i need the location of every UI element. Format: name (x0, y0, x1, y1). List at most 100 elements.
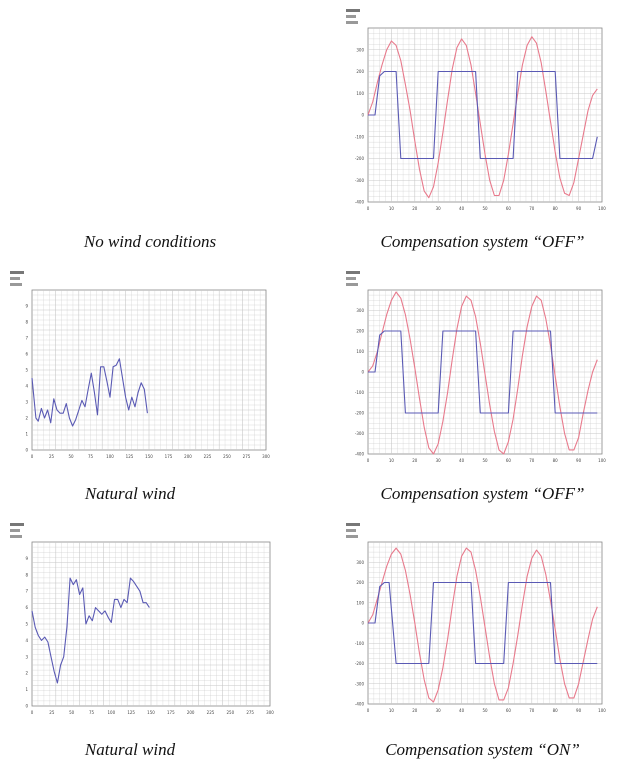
y-tick-label: 0 (25, 448, 28, 453)
x-tick-label: 200 (184, 454, 192, 459)
axis-header-mark (346, 535, 358, 538)
x-tick-label: 25 (49, 710, 55, 715)
x-tick-label: 75 (88, 454, 94, 459)
x-tick-label: 50 (69, 710, 75, 715)
x-tick-label: 20 (412, 458, 418, 463)
y-tick-label: -100 (355, 134, 365, 139)
caption-top-right: Compensation system “OFF” (380, 232, 585, 251)
x-tick-label: 50 (68, 454, 74, 459)
y-tick-label: 0 (361, 113, 364, 118)
x-tick-label: 100 (106, 454, 114, 459)
x-tick-label: 80 (553, 206, 559, 211)
y-tick-label: 200 (356, 69, 364, 74)
x-tick-label: 40 (459, 458, 465, 463)
y-tick-label: 3 (25, 654, 28, 659)
axis-header-mark (10, 271, 24, 274)
x-tick-label: 50 (482, 458, 488, 463)
axis-header-mark (346, 21, 358, 24)
y-tick-label: 1 (25, 687, 28, 692)
y-tick-label: 3 (25, 400, 28, 405)
y-tick-label: 300 (356, 560, 364, 565)
x-tick-label: 70 (529, 206, 535, 211)
x-tick-label: 60 (506, 206, 512, 211)
y-tick-label: 9 (25, 556, 28, 561)
chart-top-right: 300 200 100 0 -100 -200 -300 -400 0 10 20 30 40 50 60 7… (342, 6, 610, 218)
x-tick-label: 10 (389, 206, 395, 211)
y-tick-label: 9 (25, 304, 28, 309)
x-tick-label: 0 (367, 458, 370, 463)
series-line-0 (367, 36, 598, 199)
x-tick-label: 20 (412, 708, 418, 713)
series-line-0 (367, 547, 598, 703)
x-tick-label: 25 (49, 454, 55, 459)
x-tick-label: 150 (147, 710, 155, 715)
y-tick-label: 7 (25, 336, 28, 341)
y-tick-label: -300 (355, 178, 365, 183)
y-tick-label: -400 (355, 200, 365, 205)
y-tick-label: 8 (25, 320, 28, 325)
x-tick-label: 0 (367, 206, 370, 211)
x-tick-label: 30 (436, 458, 442, 463)
x-tick-label: 125 (126, 454, 134, 459)
x-tick-label: 175 (165, 454, 173, 459)
y-tick-label: 1 (25, 432, 28, 437)
y-tick-label: 7 (25, 589, 28, 594)
x-tick-label: 100 (598, 708, 606, 713)
x-tick-label: 40 (459, 206, 465, 211)
x-tick-label: 100 (598, 458, 606, 463)
y-tick-label: 2 (25, 671, 28, 676)
series-line-0 (31, 358, 148, 427)
caption-mid-left: Natural wind (84, 484, 176, 503)
series-line-1 (368, 330, 598, 414)
x-tick-label: 200 (187, 710, 195, 715)
y-tick-label: -200 (355, 411, 365, 416)
y-tick-label: 200 (356, 580, 364, 585)
x-tick-label: 175 (167, 710, 175, 715)
x-tick-label: 40 (459, 708, 465, 713)
y-tick-label: 100 (356, 91, 364, 96)
caption-mid-right: Compensation system “OFF” (380, 484, 585, 503)
caption-top-left: No wind conditions (83, 232, 217, 251)
y-tick-label: -100 (355, 641, 365, 646)
caption-bot-right: Compensation system “ON” (385, 740, 580, 759)
y-tick-label: -200 (355, 661, 365, 666)
axis-header-mark (346, 523, 360, 526)
x-tick-label: 90 (576, 206, 582, 211)
x-tick-label: 10 (389, 708, 395, 713)
axis-header-mark (346, 9, 360, 12)
x-tick-label: 30 (436, 708, 442, 713)
x-tick-label: 0 (31, 454, 34, 459)
x-tick-label: 70 (529, 458, 535, 463)
x-tick-label: 275 (246, 710, 254, 715)
y-tick-label: -200 (355, 156, 365, 161)
x-tick-label: 10 (389, 458, 395, 463)
chart-mid-right: 300 200 100 0 -100 -200 -300 -400 0 10 20 30 40 50 60 7… (342, 268, 610, 470)
x-tick-label: 300 (266, 710, 274, 715)
y-tick-label: 100 (356, 600, 364, 605)
y-tick-label: 100 (356, 349, 364, 354)
y-tick-label: 4 (25, 638, 28, 643)
y-tick-label: 0 (25, 704, 28, 709)
x-tick-label: 80 (553, 458, 559, 463)
axis-header-mark (10, 523, 24, 526)
axis-header-mark (346, 271, 360, 274)
x-tick-label: 50 (482, 206, 488, 211)
y-tick-label: 8 (25, 572, 28, 577)
axis-header-mark (346, 283, 358, 286)
y-tick-label: 4 (25, 384, 28, 389)
x-tick-label: 125 (127, 710, 135, 715)
y-tick-label: -300 (355, 681, 365, 686)
x-tick-label: 225 (204, 454, 212, 459)
y-tick-label: 5 (25, 622, 28, 627)
y-tick-label: 0 (361, 621, 364, 626)
x-tick-label: 60 (506, 458, 512, 463)
x-tick-label: 100 (598, 206, 606, 211)
x-tick-label: 250 (227, 710, 235, 715)
chart-bot-right: 300 200 100 0 -100 -200 -300 -400 0 10 20 30 40 50 60 7… (342, 520, 610, 720)
y-tick-label: 5 (25, 368, 28, 373)
